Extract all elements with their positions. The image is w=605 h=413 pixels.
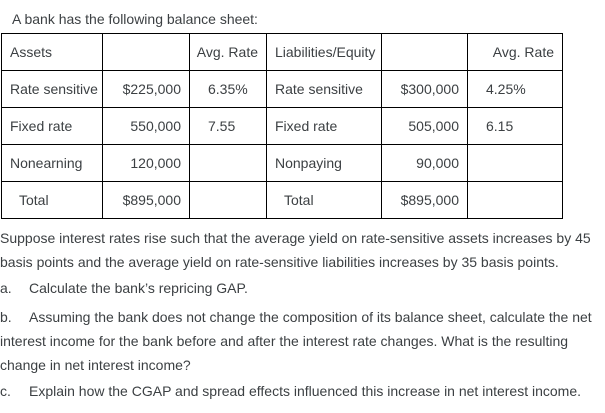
question-a: a. Calculate the bank’s repricing GAP. bbox=[0, 276, 605, 300]
assets-total-amount: $895,000 bbox=[102, 181, 190, 219]
liab-rate-sensitive-rate: 4.25% bbox=[467, 70, 563, 108]
liab-nonpaying-amount: 90,000 bbox=[381, 144, 468, 182]
question-b-text-line: change in net interest income? bbox=[0, 357, 191, 373]
question-a-label: a. bbox=[0, 280, 12, 296]
paragraph-line: Suppose interest rates rise such that th… bbox=[0, 230, 591, 246]
fixed-rate-row: Fixed rate 550,000 7.55 Fixed rate 505,0… bbox=[1, 107, 563, 145]
question-a-text: Calculate the bank’s repricing GAP. bbox=[29, 280, 248, 296]
assets-fixed-rate-amount: 550,000 bbox=[102, 107, 190, 145]
liab-total-rate bbox=[467, 181, 563, 219]
liab-amount-header-cell bbox=[381, 33, 468, 71]
assets-fixed-rate-label: Fixed rate bbox=[1, 107, 103, 145]
assets-rate-sensitive-label: Rate sensitive bbox=[1, 70, 103, 108]
assets-nonearning-amount: 120,000 bbox=[102, 144, 190, 182]
assets-header-cell: Assets bbox=[1, 33, 103, 71]
question-b-text-line: Assuming the bank does not change the co… bbox=[29, 309, 592, 325]
liab-rate-sensitive-amount: $300,000 bbox=[381, 70, 468, 108]
intro-text: A bank has the following balance sheet: bbox=[12, 11, 258, 27]
liabilities-header-cell: Liabilities/Equity bbox=[266, 33, 382, 71]
liab-rate-sensitive-label: Rate sensitive bbox=[266, 70, 382, 108]
question-c-text: Explain how the CGAP and spread effects … bbox=[29, 383, 582, 399]
assets-avg-rate-header-cell: Avg. Rate bbox=[189, 33, 267, 71]
rate-sensitive-row: Rate sensitive $225,000 6.35% Rate sensi… bbox=[1, 70, 563, 108]
table-header-row: Assets Avg. Rate Liabilities/Equity Avg.… bbox=[1, 33, 563, 71]
question-c-label: c. bbox=[0, 383, 11, 399]
assets-nonearning-rate bbox=[189, 144, 267, 182]
paragraph-line: basis points and the average yield on ra… bbox=[0, 254, 559, 270]
nonearning-row: Nonearning 120,000 Nonpaying 90,000 bbox=[1, 144, 563, 182]
total-row: Total $895,000 Total $895,000 bbox=[1, 181, 563, 219]
liab-total-amount: $895,000 bbox=[381, 181, 468, 219]
assets-total-rate bbox=[189, 181, 267, 219]
question-c: c. Explain how the CGAP and spread effect… bbox=[0, 379, 605, 403]
liab-fixed-rate-label: Fixed rate bbox=[266, 107, 382, 145]
assets-total-label: Total bbox=[1, 181, 103, 219]
question-b-text-line: interest income for the bank before and … bbox=[0, 333, 569, 349]
balance-sheet-table: Assets Avg. Rate Liabilities/Equity Avg.… bbox=[1, 33, 563, 219]
assets-fixed-rate-rate: 7.55 bbox=[189, 107, 267, 145]
scenario-paragraph: Suppose interest rates rise such that th… bbox=[0, 226, 605, 274]
liab-nonpaying-rate bbox=[467, 144, 563, 182]
liab-total-label: Total bbox=[266, 181, 382, 219]
liab-fixed-rate-amount: 505,000 bbox=[381, 107, 468, 145]
question-b-label: b. bbox=[0, 309, 12, 325]
liab-nonpaying-label: Nonpaying bbox=[266, 144, 382, 182]
liab-avg-rate-header-cell: Avg. Rate bbox=[467, 33, 563, 71]
assets-rate-sensitive-amount: $225,000 bbox=[102, 70, 190, 108]
question-b: b. Assuming the bank does not change the … bbox=[0, 305, 605, 377]
assets-nonearning-label: Nonearning bbox=[1, 144, 103, 182]
liab-fixed-rate-rate: 6.15 bbox=[467, 107, 563, 145]
assets-rate-sensitive-rate: 6.35% bbox=[189, 70, 267, 108]
assets-amount-header-cell bbox=[102, 33, 190, 71]
